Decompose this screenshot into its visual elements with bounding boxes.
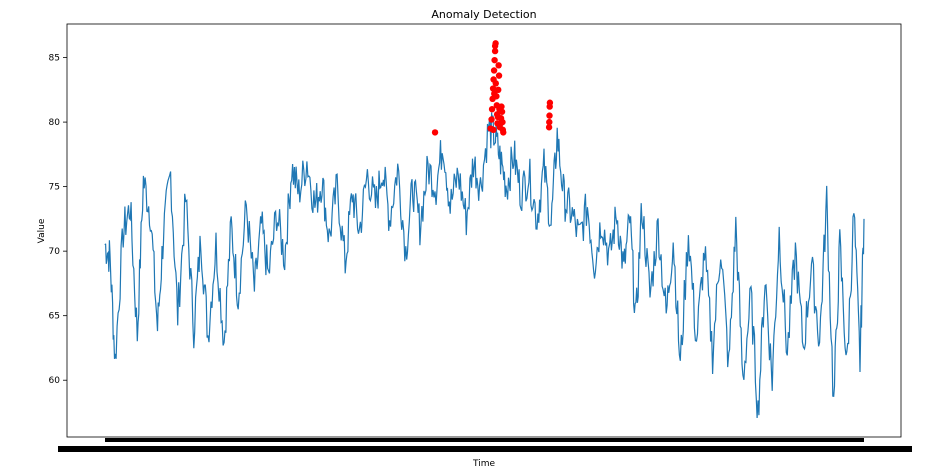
y-tick-label: 70 — [49, 247, 61, 257]
y-tick-label: 60 — [49, 376, 61, 386]
y-tick-label: 80 — [49, 118, 61, 128]
anomaly-point — [498, 108, 506, 115]
anomaly-point — [491, 42, 499, 50]
anomaly-point — [490, 126, 497, 134]
anomaly-point — [546, 118, 553, 126]
x-tick-marks — [105, 438, 864, 442]
anomaly-point — [500, 129, 507, 136]
anomaly-point — [431, 129, 439, 136]
anomaly-point — [490, 67, 498, 74]
chart-title: Anomaly Detection — [431, 8, 536, 21]
x-tick-labels — [58, 446, 912, 452]
y-axis-ticks: 60 65 70 75 80 85 — [49, 54, 67, 386]
anomaly-point — [495, 62, 502, 69]
anomaly-point — [495, 86, 502, 94]
y-tick-label: 75 — [49, 183, 60, 193]
anomaly-point — [499, 118, 506, 126]
y-tick-label: 65 — [49, 312, 60, 322]
plot-frame — [66, 23, 902, 438]
anomaly-point — [488, 116, 495, 123]
anomaly-point — [492, 80, 500, 87]
x-axis-ticks — [58, 438, 912, 452]
anomaly-point — [491, 56, 498, 64]
x-axis-label: Time — [472, 459, 495, 469]
anomaly-point — [498, 103, 505, 110]
anomaly-point — [489, 85, 497, 92]
y-tick-label: 85 — [49, 54, 60, 64]
anomaly-point — [488, 105, 496, 113]
anomaly-point — [495, 72, 503, 79]
anomaly-point — [546, 112, 553, 119]
anomaly-point — [491, 47, 499, 55]
series-line — [104, 112, 865, 419]
anomaly-point — [491, 90, 498, 97]
y-axis-label: Value — [37, 218, 47, 243]
anomaly-point — [546, 99, 554, 106]
anomaly-point — [545, 124, 553, 131]
anomaly-points — [431, 40, 554, 136]
